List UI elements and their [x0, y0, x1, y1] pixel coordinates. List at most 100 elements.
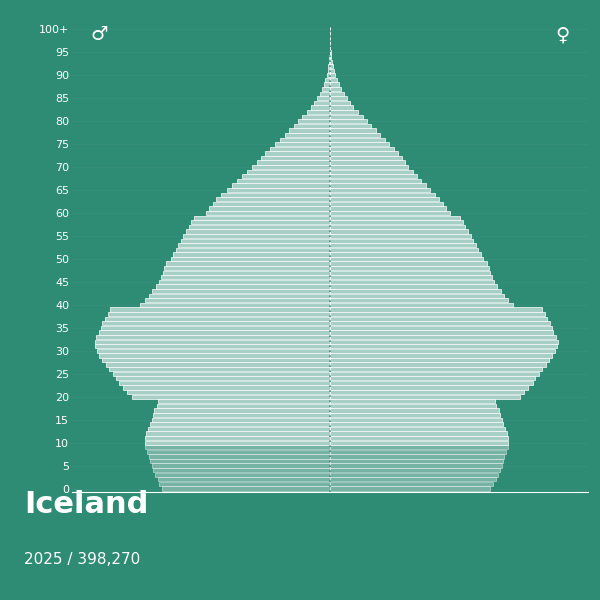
Bar — [330, 459, 503, 463]
Bar — [330, 399, 494, 403]
Bar — [330, 115, 363, 119]
Bar — [330, 87, 341, 91]
Bar — [152, 418, 330, 422]
Bar — [330, 266, 488, 271]
Bar — [145, 445, 330, 449]
Bar — [330, 82, 339, 86]
Bar — [330, 257, 484, 261]
Bar — [145, 436, 330, 440]
Bar — [148, 427, 330, 431]
Bar — [110, 307, 330, 311]
Bar — [330, 487, 490, 491]
Bar — [176, 248, 330, 252]
Bar — [164, 266, 330, 271]
Bar — [186, 229, 330, 233]
Bar — [330, 165, 409, 169]
Bar — [109, 367, 330, 371]
Bar — [330, 160, 405, 165]
Bar — [161, 275, 330, 280]
Bar — [289, 128, 330, 133]
Bar — [330, 307, 542, 311]
Bar — [294, 124, 330, 128]
Bar — [330, 445, 508, 449]
Bar — [330, 124, 371, 128]
Bar — [330, 326, 551, 330]
Bar — [330, 106, 353, 110]
Bar — [95, 344, 330, 349]
Bar — [307, 110, 330, 114]
Bar — [209, 206, 330, 211]
Bar — [328, 68, 330, 73]
Bar — [330, 73, 335, 77]
Bar — [330, 353, 553, 358]
Bar — [132, 395, 330, 399]
Bar — [106, 362, 330, 367]
Bar — [330, 409, 499, 413]
Bar — [330, 119, 367, 124]
Bar — [95, 340, 330, 344]
Bar — [330, 64, 332, 68]
Bar — [330, 239, 473, 243]
Bar — [265, 151, 330, 155]
Bar — [152, 289, 330, 293]
Bar — [155, 473, 330, 477]
Bar — [173, 253, 330, 257]
Bar — [330, 92, 344, 96]
Bar — [330, 137, 385, 142]
Bar — [330, 422, 503, 427]
Bar — [314, 101, 330, 105]
Bar — [116, 376, 330, 380]
Bar — [113, 371, 330, 376]
Bar — [330, 335, 556, 339]
Bar — [330, 229, 468, 233]
Bar — [227, 188, 330, 192]
Bar — [330, 170, 413, 174]
Bar — [149, 293, 330, 298]
Bar — [156, 284, 330, 289]
Bar — [330, 59, 332, 64]
Bar — [330, 331, 553, 335]
Bar — [330, 298, 508, 302]
Bar — [330, 96, 347, 100]
Bar — [330, 367, 542, 371]
Bar — [330, 376, 535, 380]
Bar — [330, 275, 492, 280]
Bar — [330, 293, 504, 298]
Bar — [330, 271, 490, 275]
Bar — [285, 133, 330, 137]
Bar — [247, 170, 330, 174]
Bar — [330, 482, 493, 486]
Bar — [330, 454, 504, 458]
Bar — [330, 174, 417, 178]
Bar — [330, 147, 394, 151]
Bar — [145, 440, 330, 445]
Bar — [157, 404, 330, 408]
Bar — [153, 468, 330, 472]
Bar — [149, 454, 330, 458]
Bar — [275, 142, 330, 146]
Bar — [330, 431, 507, 436]
Bar — [330, 385, 528, 389]
Bar — [145, 298, 330, 302]
Bar — [330, 156, 401, 160]
Bar — [154, 409, 330, 413]
Bar — [261, 156, 330, 160]
Text: ♀: ♀ — [556, 25, 570, 44]
Bar — [329, 59, 330, 64]
Bar — [330, 440, 508, 445]
Bar — [330, 55, 331, 59]
Bar — [147, 450, 330, 454]
Bar — [123, 385, 330, 389]
Bar — [330, 468, 500, 472]
Bar — [317, 96, 330, 100]
Bar — [326, 73, 330, 77]
Bar — [330, 321, 550, 325]
Bar — [302, 115, 330, 119]
Bar — [330, 312, 545, 316]
Bar — [330, 477, 496, 481]
Bar — [330, 188, 430, 192]
Bar — [158, 477, 330, 481]
Bar — [269, 147, 330, 151]
Bar — [140, 303, 330, 307]
Bar — [325, 78, 330, 82]
